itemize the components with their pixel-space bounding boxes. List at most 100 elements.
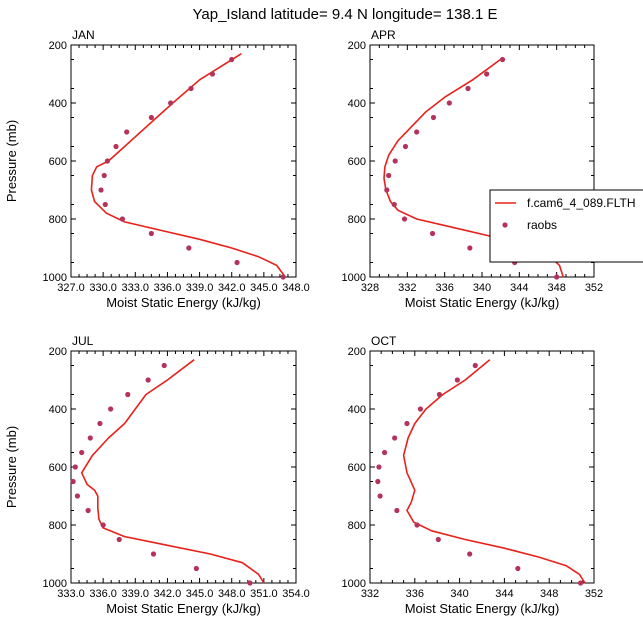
raobs-point <box>381 449 388 456</box>
legend-marker-swatch <box>502 222 508 228</box>
raobs-point <box>85 507 91 514</box>
series-line-model <box>80 359 265 584</box>
raobs-point <box>74 493 81 499</box>
panel-label: APR <box>371 28 396 42</box>
x-axis-label: Moist Static Energy (kJ/kg) <box>405 601 560 616</box>
y-tick-label: 600 <box>49 462 67 474</box>
raobs-point <box>429 230 436 237</box>
x-axis-label: Moist Static Energy (kJ/kg) <box>405 295 560 310</box>
y-tick-label: 200 <box>348 40 366 52</box>
x-tick-label: 348.0 <box>218 588 246 600</box>
raobs-point <box>402 143 409 150</box>
raobs-point <box>499 56 506 63</box>
raobs-point <box>436 391 443 398</box>
y-tick-label: 1000 <box>342 578 366 590</box>
y-tick-label: 400 <box>348 98 366 110</box>
raobs-point <box>193 565 199 572</box>
x-tick-label: 327.0 <box>57 282 85 294</box>
y-axis-label: Pressure (mb) <box>4 426 19 508</box>
x-tick-label: 333.0 <box>122 282 150 294</box>
y-tick-label: 1000 <box>43 578 67 590</box>
y-tick-label: 800 <box>49 214 67 226</box>
raobs-point <box>229 56 235 63</box>
y-tick-label: 200 <box>49 40 67 52</box>
raobs-point <box>168 100 174 106</box>
panel-label: JAN <box>72 28 95 42</box>
y-axis-label: Pressure (mb) <box>4 120 19 202</box>
raobs-point <box>446 100 452 106</box>
raobs-point <box>148 114 154 121</box>
x-tick-label: 339.0 <box>122 588 150 600</box>
raobs-point <box>515 565 521 572</box>
raobs-point <box>467 245 473 251</box>
raobs-point <box>414 129 420 135</box>
x-tick-label: 352 <box>585 282 603 294</box>
y-tick-label: 200 <box>348 346 366 358</box>
x-tick-label: 354.0 <box>282 588 310 600</box>
raobs-point <box>467 551 473 557</box>
y-tick-label: 400 <box>49 98 67 110</box>
raobs-point <box>209 71 216 77</box>
x-tick-label: 348 <box>547 282 565 294</box>
raobs-point <box>124 129 130 135</box>
plot-frame <box>70 44 297 278</box>
raobs-point <box>375 478 381 485</box>
raobs-point <box>377 493 383 499</box>
x-tick-label: 340 <box>450 588 468 600</box>
raobs-point <box>391 201 397 208</box>
raobs-point <box>577 580 584 586</box>
x-tick-label: 330.0 <box>89 282 117 294</box>
panels: 327.0 330.0 333.0 336.0 339.0 342.0 345.0 348.0… <box>4 28 603 616</box>
y-tick-label: 1000 <box>43 272 67 284</box>
raobs-point <box>234 259 240 266</box>
raobs-point <box>386 172 392 179</box>
x-tick-label: 332 <box>361 588 379 600</box>
raobs-point <box>161 362 167 369</box>
x-tick-label: 344 <box>510 282 528 294</box>
raobs-point <box>404 420 410 427</box>
raobs-point <box>97 420 103 427</box>
x-axis-label: Moist Static Energy (kJ/kg) <box>106 295 261 310</box>
panel-oct: 332 336 340 344 348 352 200 400 600 800 1000 OCT Moi… <box>342 334 604 616</box>
raobs-point <box>145 377 151 383</box>
y-tick-label: 400 <box>49 404 67 416</box>
x-tick-label: 345.0 <box>186 588 214 600</box>
raobs-point <box>119 216 126 222</box>
x-tick-label: 352 <box>585 588 603 600</box>
y-tick-label: 600 <box>348 462 366 474</box>
x-axis-label: Moist Static Energy (kJ/kg) <box>106 601 261 616</box>
panel-jan: 327.0 330.0 333.0 336.0 339.0 342.0 345.0 348.0… <box>4 28 310 310</box>
raobs-point <box>79 449 85 456</box>
x-tick-label: 348.0 <box>282 282 310 294</box>
y-tick-label: 400 <box>348 404 366 416</box>
raobs-point <box>188 85 194 92</box>
raobs-point <box>392 435 398 441</box>
raobs-point <box>125 391 131 398</box>
x-tick-label: 336.0 <box>154 282 182 294</box>
y-tick-label: 200 <box>49 346 67 358</box>
panel-apr: 328 332 336 340 344 348 352 200 400 600 800 1000 APR… <box>342 28 604 310</box>
x-tick-label: 344 <box>495 588 513 600</box>
raobs-point <box>72 464 78 470</box>
raobs-point <box>472 362 478 369</box>
raobs-point <box>376 464 382 470</box>
x-tick-label: 339.0 <box>186 282 214 294</box>
raobs-point <box>554 274 560 280</box>
x-tick-label: 336 <box>435 282 453 294</box>
legend-entry-label: raobs <box>527 218 557 232</box>
raobs-point <box>87 435 93 441</box>
raobs-point <box>465 85 471 92</box>
raobs-point <box>435 536 441 543</box>
raobs-point <box>150 551 157 557</box>
x-tick-label: 332 <box>398 282 416 294</box>
series-line-model <box>90 53 286 278</box>
raobs-point <box>101 172 107 179</box>
panel-jul: 333.0 336.0 339.0 342.0 345.0 348.0 351.0 354.0… <box>4 334 310 616</box>
y-tick-label: 600 <box>49 156 67 168</box>
raobs-point <box>113 143 119 150</box>
raobs-point <box>98 187 104 193</box>
legend-entry-label: f.cam6_4_089.FLTH <box>527 196 636 210</box>
raobs-point <box>102 201 108 208</box>
x-tick-label: 336.0 <box>89 588 117 600</box>
